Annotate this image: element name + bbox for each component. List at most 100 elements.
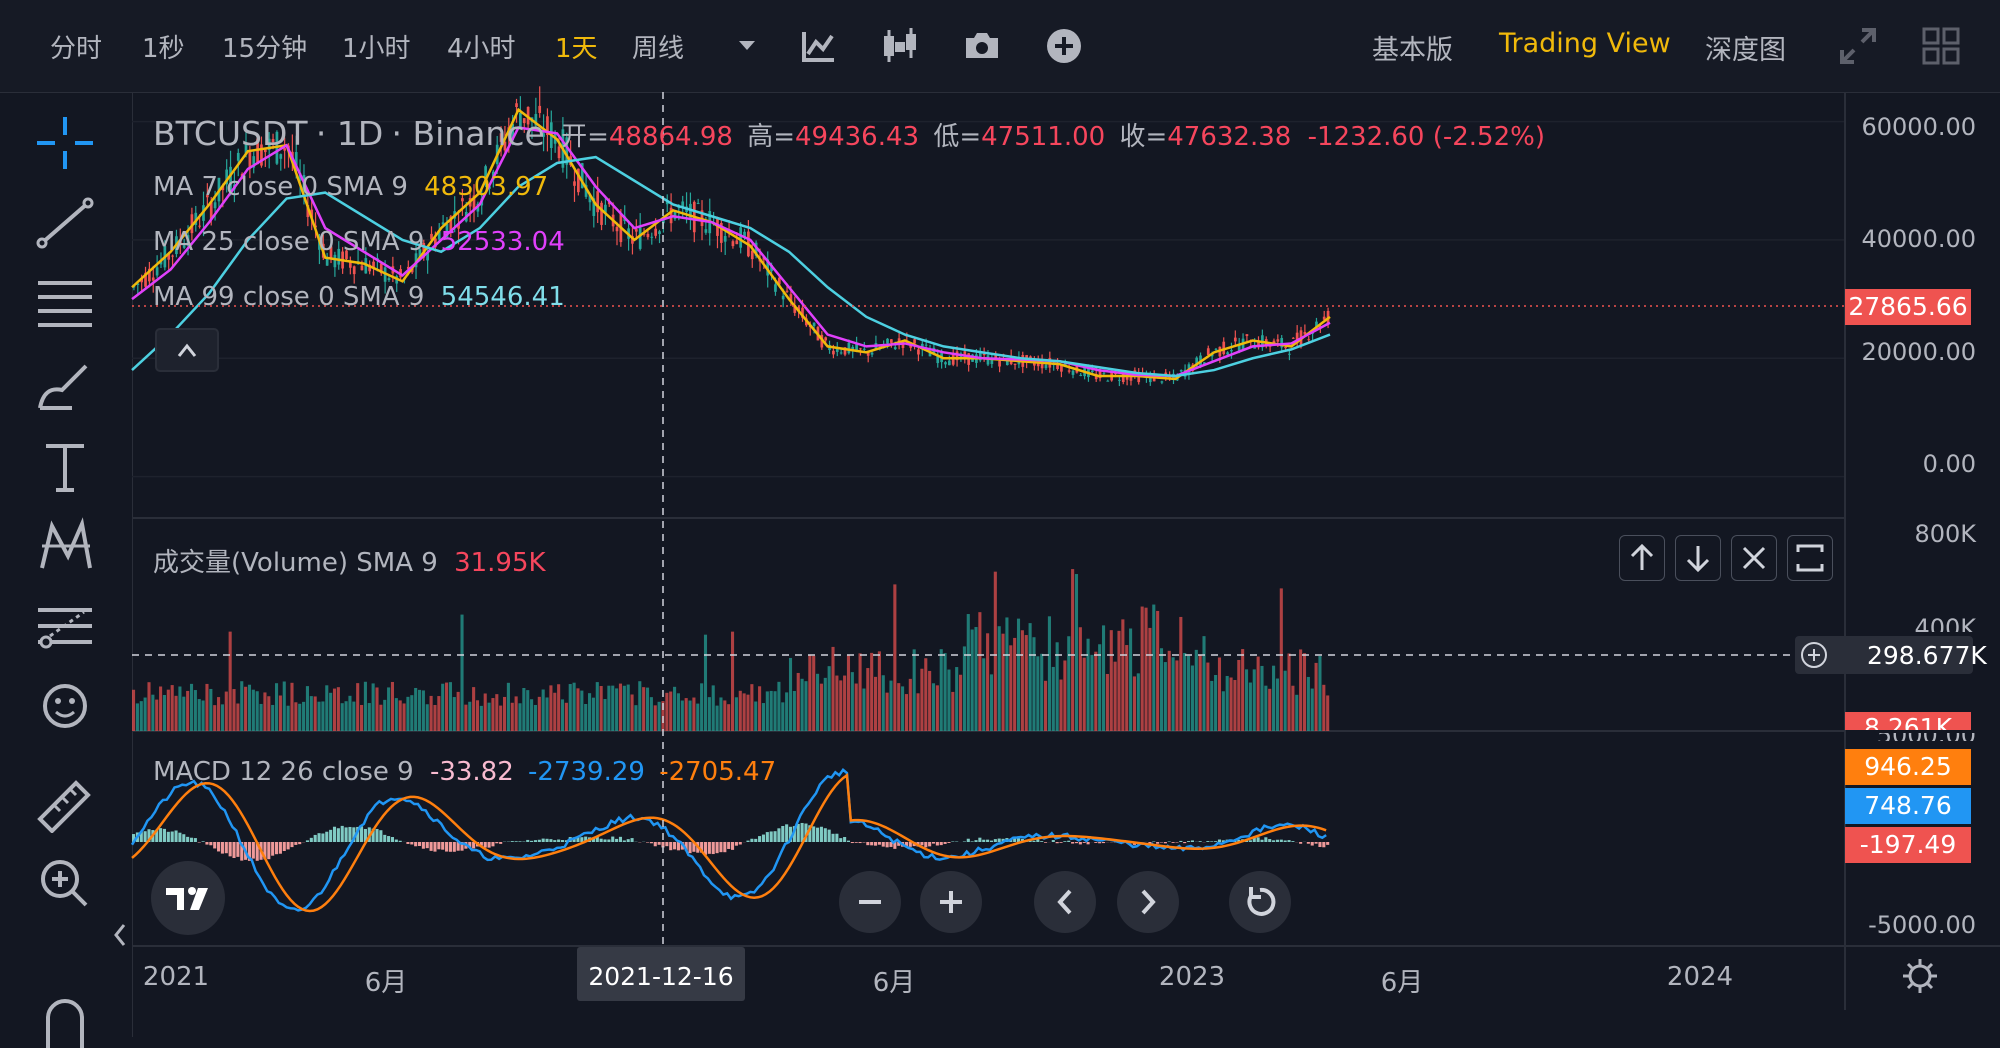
macd-histogram-bar <box>557 840 560 842</box>
candle-body <box>650 237 653 238</box>
collapse-legend-icon[interactable] <box>155 328 219 372</box>
volume-bar <box>198 699 201 731</box>
volume-bar <box>978 612 981 731</box>
volume-bar <box>932 683 935 731</box>
macd-histogram-bar <box>495 842 498 843</box>
candle-body <box>279 154 282 159</box>
volume-bar <box>716 706 719 731</box>
volume-bar <box>260 704 263 731</box>
time-label-2024: 2024 <box>1667 962 1733 992</box>
volume-legend[interactable]: 成交量(Volume) SMA 9 31.95K <box>153 542 546 579</box>
volume-bar <box>1040 654 1043 731</box>
candle-body <box>840 352 843 353</box>
macd-histogram-bar <box>719 842 722 852</box>
macd-histogram-bar <box>379 830 382 842</box>
reset-icon[interactable] <box>1229 871 1291 933</box>
close-label: 收= <box>1119 122 1167 152</box>
scroll-left-icon[interactable] <box>1034 871 1096 933</box>
ma7-legend[interactable]: MA 7 close 0 SMA 9 48303.97 <box>153 172 548 202</box>
volume-bar <box>1121 619 1124 731</box>
volume-bar <box>982 658 985 731</box>
crosshair-date: 2021-12-16 <box>577 962 745 991</box>
macd-histogram-bar <box>820 827 823 842</box>
macd-histogram-bar <box>341 826 344 842</box>
arrow-up-icon[interactable] <box>1619 535 1665 581</box>
macd-histogram-bar <box>673 842 676 849</box>
volume-bar <box>290 683 293 731</box>
macd-histogram-bar <box>1287 840 1290 842</box>
arrow-down-icon[interactable] <box>1675 535 1721 581</box>
macd-histogram-bar <box>1044 842 1047 843</box>
volume-bar <box>1245 669 1248 731</box>
candle-body <box>813 323 816 326</box>
macd-histogram-bar <box>306 840 309 842</box>
macd-histogram-bar <box>1249 840 1252 842</box>
volume-bar <box>433 705 436 731</box>
volume-bar <box>1067 636 1070 731</box>
volume-bar <box>909 679 912 731</box>
volume-bar <box>453 697 456 731</box>
volume-bar <box>1110 630 1113 731</box>
volume-bar <box>634 705 637 731</box>
volume-bar <box>379 705 382 731</box>
volume-bar <box>167 690 170 731</box>
macd-label-5000: 5000.00 <box>1877 733 1976 741</box>
volume-bar <box>627 685 630 731</box>
macd-histogram-bar <box>1032 841 1035 842</box>
volume-bar <box>132 690 135 731</box>
candle-body <box>732 241 735 246</box>
volume-bar <box>457 692 460 731</box>
macd-histogram-bar <box>453 842 456 852</box>
volume-bar <box>217 697 220 731</box>
expand-pane-icon[interactable] <box>1787 535 1833 581</box>
macd-histogram-bar <box>163 829 166 842</box>
volume-bar <box>1052 667 1055 731</box>
candle-body <box>859 348 862 349</box>
scroll-right-icon[interactable] <box>1117 871 1179 933</box>
macd-histogram-bar <box>426 842 429 848</box>
volume-bar <box>603 699 606 731</box>
volume-bar <box>194 690 197 731</box>
macd-histogram-bar <box>708 842 711 854</box>
volume-bar <box>951 692 954 731</box>
macd-histogram-bar <box>851 842 854 843</box>
macd-histogram-bar <box>418 842 421 846</box>
macd-histogram-bar <box>410 842 413 844</box>
volume-bar <box>1036 656 1039 731</box>
volume-bar <box>1133 676 1136 731</box>
volume-bar <box>140 701 143 731</box>
candle-body <box>782 296 785 299</box>
volume-bar <box>924 658 927 731</box>
macd-histogram-bar <box>1187 841 1190 842</box>
close-icon[interactable] <box>1731 535 1777 581</box>
macd-histogram-bar <box>967 839 970 842</box>
tradingview-logo-icon[interactable] <box>150 860 226 936</box>
macd-legend[interactable]: MACD 12 26 close 9 -33.82 -2739.29 -2705… <box>153 757 776 787</box>
macd-histogram-bar <box>375 829 378 842</box>
ma25-legend[interactable]: MA 25 close 0 SMA 9 52533.04 <box>153 227 565 257</box>
volume-bar <box>1075 574 1078 731</box>
volume-bar <box>998 626 1001 731</box>
ohlc-legend: BTCUSDT · 1D · Binance 开=48864.98 高=4943… <box>153 114 1545 153</box>
macd-histogram-bar <box>542 839 545 842</box>
ma99-legend[interactable]: MA 99 close 0 SMA 9 54546.41 <box>153 282 565 312</box>
candle-body <box>735 240 738 244</box>
symbol-name[interactable]: BTCUSDT <box>153 114 308 153</box>
candle-body <box>1106 381 1109 382</box>
macd-signal-value: -2705.47 <box>659 757 776 787</box>
macd-histogram-bar <box>654 842 657 846</box>
zoom-out-icon[interactable] <box>839 871 901 933</box>
candle-body <box>538 106 541 113</box>
macd-histogram-bar <box>1307 842 1310 844</box>
volume-bar <box>399 700 402 731</box>
time-label-jun-2023: 6月 <box>1381 962 1424 999</box>
macd-line-badge: 748.76 <box>1845 788 1971 824</box>
settings-icon[interactable] <box>1900 956 1940 996</box>
add-alert-icon[interactable] <box>1799 640 1829 670</box>
volume-crosshair-value: 298.677K <box>1867 641 1987 670</box>
volume-bar <box>348 696 351 731</box>
zoom-in-chart-icon[interactable] <box>920 871 982 933</box>
macd-histogram-bar <box>298 842 301 844</box>
volume-bar <box>1125 645 1128 731</box>
